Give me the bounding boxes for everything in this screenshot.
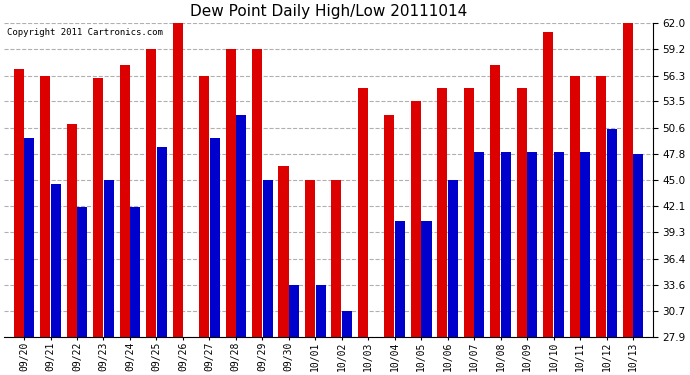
Bar: [157, 147, 167, 337]
Bar: [51, 184, 61, 337]
Bar: [279, 166, 288, 337]
Bar: [501, 152, 511, 337]
Text: Copyright 2011 Cartronics.com: Copyright 2011 Cartronics.com: [8, 28, 164, 37]
Bar: [543, 32, 553, 337]
Bar: [580, 152, 591, 337]
Bar: [104, 180, 114, 337]
Bar: [633, 154, 643, 337]
Bar: [199, 76, 209, 337]
Bar: [570, 76, 580, 337]
Bar: [24, 138, 34, 337]
Bar: [342, 312, 352, 337]
Bar: [622, 23, 633, 337]
Bar: [252, 49, 262, 337]
Bar: [119, 64, 130, 337]
Bar: [263, 180, 273, 337]
Bar: [517, 88, 527, 337]
Bar: [607, 129, 617, 337]
Bar: [384, 115, 395, 337]
Bar: [527, 152, 538, 337]
Bar: [146, 49, 156, 337]
Bar: [475, 152, 484, 337]
Bar: [67, 124, 77, 337]
Bar: [315, 285, 326, 337]
Bar: [437, 88, 447, 337]
Bar: [130, 207, 140, 337]
Bar: [172, 23, 183, 337]
Bar: [491, 64, 500, 337]
Bar: [40, 76, 50, 337]
Bar: [596, 76, 607, 337]
Bar: [422, 221, 431, 337]
Bar: [226, 49, 235, 337]
Bar: [464, 88, 474, 337]
Bar: [554, 152, 564, 337]
Bar: [411, 101, 421, 337]
Bar: [305, 180, 315, 337]
Bar: [14, 69, 23, 337]
Bar: [236, 115, 246, 337]
Bar: [289, 285, 299, 337]
Bar: [358, 88, 368, 337]
Bar: [210, 138, 219, 337]
Title: Dew Point Daily High/Low 20111014: Dew Point Daily High/Low 20111014: [190, 4, 467, 19]
Bar: [331, 180, 342, 337]
Bar: [448, 180, 458, 337]
Bar: [395, 221, 405, 337]
Bar: [77, 207, 88, 337]
Bar: [93, 78, 104, 337]
